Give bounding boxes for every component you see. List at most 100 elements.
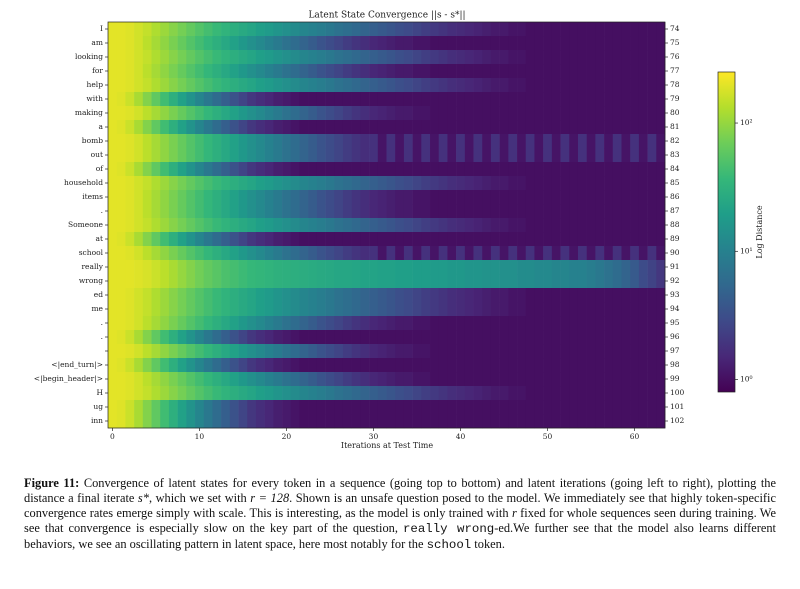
heatmap-cell (647, 246, 657, 261)
heatmap-cell (569, 344, 579, 359)
heatmap-cell (168, 274, 178, 289)
heatmap-cell (160, 134, 170, 149)
heatmap-cell (586, 148, 596, 163)
heatmap-cell (621, 246, 631, 261)
heatmap-cell (395, 358, 405, 373)
heatmap-cell (168, 22, 178, 37)
heatmap-cell (569, 232, 579, 247)
heatmap-cell (160, 190, 170, 205)
heatmap-cell (238, 134, 248, 149)
heatmap-cell (255, 274, 265, 289)
heatmap-cell (525, 218, 535, 233)
colorbar (717, 71, 736, 393)
heatmap-cell (168, 204, 178, 219)
heatmap-cell (308, 302, 318, 317)
heatmap-cell (377, 386, 387, 401)
heatmap-cell (351, 120, 361, 135)
heatmap-cell (656, 22, 666, 37)
heatmap-cell (621, 218, 631, 233)
caption-text: , which we set with (148, 491, 251, 505)
heatmap-cell (360, 204, 370, 219)
heatmap-cell (464, 162, 474, 177)
heatmap-cell (125, 176, 135, 191)
heatmap-cell (577, 148, 587, 163)
heatmap-cell (342, 330, 352, 345)
heatmap-cell (638, 148, 648, 163)
heatmap-cell (264, 372, 274, 387)
heatmap-cell (134, 134, 144, 149)
heatmap-cell (604, 78, 614, 93)
heatmap-cell (369, 358, 379, 373)
heatmap-cell (517, 274, 527, 289)
heatmap-cell (247, 190, 257, 205)
heatmap-cell (621, 162, 631, 177)
heatmap-cell (577, 106, 587, 121)
heatmap-cell (403, 36, 413, 51)
heatmap-cell (577, 246, 587, 261)
heatmap-cell (229, 92, 239, 107)
heatmap-cell (177, 64, 187, 79)
heatmap-cell (369, 400, 379, 415)
heatmap-cell (456, 358, 466, 373)
heatmap-cell (412, 330, 422, 345)
heatmap-cell (134, 190, 144, 205)
heatmap-cell (630, 162, 640, 177)
heatmap-cell (482, 176, 492, 191)
heatmap-cell (360, 190, 370, 205)
heatmap-cell (551, 204, 561, 219)
heatmap-cell (438, 162, 448, 177)
heatmap-cell (255, 120, 265, 135)
heatmap-cell (134, 92, 144, 107)
heatmap-cell (125, 372, 135, 387)
heatmap-cell (638, 246, 648, 261)
heatmap-cell (299, 162, 309, 177)
heatmap-cell (186, 358, 196, 373)
heatmap-cell (447, 218, 457, 233)
heatmap-cell (656, 50, 666, 65)
heatmap-cell (482, 120, 492, 135)
heatmap-cell (403, 218, 413, 233)
heatmap-cell (447, 64, 457, 79)
heatmap-cell (499, 414, 509, 429)
heatmap-cell (430, 92, 440, 107)
heatmap-cell (290, 36, 300, 51)
heatmap-cell (534, 386, 544, 401)
heatmap-cell (125, 330, 135, 345)
heatmap-cell (412, 358, 422, 373)
heatmap-cell (595, 36, 605, 51)
heatmap-cell (621, 330, 631, 345)
heatmap-cell (482, 106, 492, 121)
heatmap-cell (447, 148, 457, 163)
heatmap-cell (534, 218, 544, 233)
heatmap-cell (203, 344, 213, 359)
heatmap-cell (630, 400, 640, 415)
heatmap-cell (151, 218, 161, 233)
heatmap-cell (134, 22, 144, 37)
heatmap-cell (551, 78, 561, 93)
heatmap-cell (482, 92, 492, 107)
heatmap-cell (360, 330, 370, 345)
heatmap-cell (517, 36, 527, 51)
heatmap-cell (473, 358, 483, 373)
row-index-label: 89 (670, 234, 680, 243)
heatmap-cell (447, 204, 457, 219)
heatmap-cell (525, 106, 535, 121)
heatmap-cell (351, 50, 361, 65)
heatmap-cell (647, 22, 657, 37)
heatmap-cell (282, 232, 292, 247)
heatmap-cell (577, 260, 587, 275)
heatmap-cell (377, 316, 387, 331)
heatmap-cell (517, 358, 527, 373)
heatmap-cell (438, 260, 448, 275)
heatmap-cell (195, 134, 205, 149)
heatmap-cell (595, 414, 605, 429)
heatmap-cell (229, 414, 239, 429)
heatmap-cell (221, 344, 231, 359)
heatmap-cell (334, 274, 344, 289)
heatmap-cell (534, 176, 544, 191)
heatmap-cell (456, 344, 466, 359)
heatmap-cell (612, 92, 622, 107)
heatmap-cell (595, 260, 605, 275)
heatmap-cell (482, 386, 492, 401)
heatmap-cell (604, 232, 614, 247)
